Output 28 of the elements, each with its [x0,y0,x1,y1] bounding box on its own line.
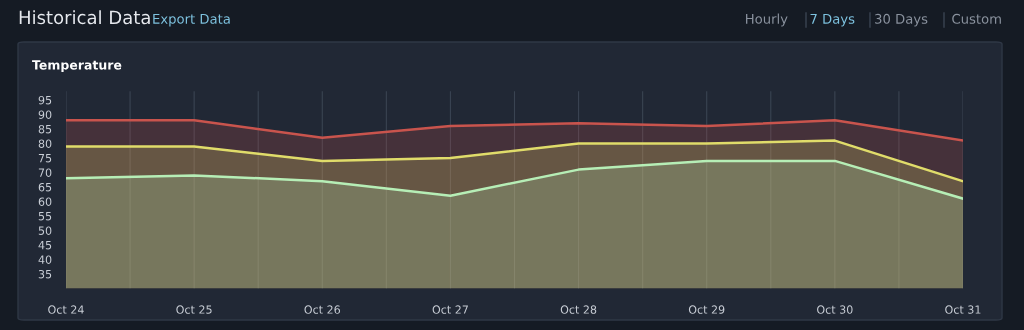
y-tick-label: 90 [38,110,52,119]
x-tick-label: Oct 31 [945,305,981,314]
text: Custom [952,13,1001,24]
text: Export Data [153,14,230,27]
text: 7 Days [810,14,855,27]
y-tick-label: 45 [38,241,52,250]
chart-title: Historical Data [19,10,150,25]
y-tick-label: 50 [38,226,52,235]
chart-subtitle: Temperature [32,60,122,73]
y-tick-label: 40 [38,255,52,264]
y-tick-label: 75 [38,154,52,163]
y-tick-label: 55 [38,212,52,221]
y-tick-label: 80 [38,139,52,148]
text: 30 Days [875,13,928,27]
y-tick-label: 65 [38,182,52,192]
y-tick-label: 85 [38,124,52,134]
y-tick-label: 70 [38,168,52,177]
x-tick-label: Oct 30 [817,305,853,314]
x-tick-label: Oct 28 [560,305,597,314]
text: Hourly [746,13,788,27]
y-tick-label: 35 [38,269,52,279]
x-tick-label: Oct 24 [48,305,84,314]
y-tick-label: 95 [38,95,52,105]
x-tick-label: Oct 27 [432,305,468,314]
y-tick-label: 60 [38,197,52,206]
x-tick-label: Oct 26 [304,305,341,314]
x-tick-label: Oct 25 [176,305,212,314]
x-tick-label: Oct 29 [688,305,725,314]
